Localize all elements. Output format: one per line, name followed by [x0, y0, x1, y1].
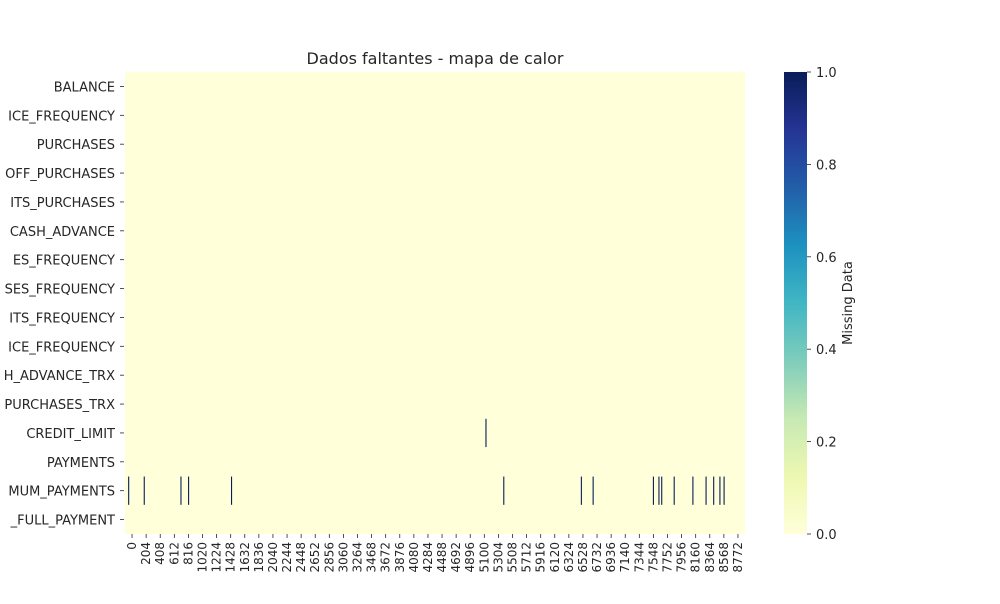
row-label: MUM_PAYMENTS [8, 485, 115, 500]
x-tick-label: 4080 [407, 542, 421, 573]
row-label: PURCHASES_TRX [4, 398, 115, 413]
row-label: H_ADVANCE_TRX [4, 369, 115, 384]
x-tick-label: 7344 [632, 542, 646, 573]
x-tick-label: 2652 [308, 542, 322, 573]
x-tick-label: 5508 [506, 542, 520, 573]
x-tick-label: 3060 [336, 542, 350, 573]
row-label: PURCHASES [37, 138, 115, 153]
missing-value-mark [705, 476, 707, 505]
x-tick-label: 1224 [210, 542, 224, 573]
colorbar-tick-label: 0.2 [816, 436, 837, 451]
missing-value-mark [658, 476, 660, 505]
x-tick-label: 2244 [280, 542, 294, 573]
x-tick-label: 3876 [393, 542, 407, 573]
row-label: ICE_FREQUENCY [8, 109, 115, 124]
missing-value-mark [485, 418, 487, 448]
x-tick-label: 3264 [351, 542, 365, 573]
x-tick-label: 5712 [520, 542, 534, 573]
x-ticks-layer: 0 204 408 612 816 1020 1224 1428 1632 1836 2040 224… [125, 534, 745, 573]
x-tick-label: 3468 [365, 542, 379, 573]
x-tick-label: 1428 [224, 542, 238, 573]
colorbar-tick-label: 0.6 [816, 251, 837, 266]
missing-value-mark [592, 476, 594, 505]
x-tick-label: 6528 [576, 542, 590, 573]
colorbar [784, 72, 807, 534]
colorbar-tick-label: 0.0 [816, 528, 837, 543]
x-tick-label: 5916 [534, 542, 548, 573]
x-tick-label: 2040 [266, 542, 280, 573]
x-tick-label: 7140 [618, 542, 632, 573]
row-label: ICE_FREQUENCY [8, 340, 115, 355]
row-label: CASH_ADVANCE [10, 225, 115, 240]
x-tick-label: 5100 [477, 542, 491, 573]
x-tick-label: 3672 [379, 542, 393, 573]
row-label: OFF_PURCHASES [5, 167, 115, 182]
row-label: ITS_PURCHASES [10, 196, 115, 211]
x-tick-label: 5304 [491, 542, 505, 573]
x-tick-label: 612 [167, 542, 181, 565]
x-tick-label: 408 [153, 542, 167, 565]
row-label: _FULL_PAYMENT [10, 514, 115, 529]
x-tick-label: 4896 [463, 542, 477, 573]
row-label: ITS_FREQUENCY [9, 311, 115, 326]
x-tick-label: 2856 [322, 542, 336, 573]
x-tick-label: 4284 [421, 542, 435, 573]
colorbar-tick-label: 0.8 [816, 158, 837, 173]
x-tick-label: 1020 [196, 542, 210, 573]
missing-value-mark [503, 476, 505, 505]
x-tick-label: 4692 [449, 542, 463, 573]
x-tick-label: 8160 [689, 542, 703, 573]
x-tick-label: 1632 [238, 542, 252, 573]
missing-value-mark [180, 476, 182, 505]
missing-value-mark [723, 476, 725, 505]
missing-value-mark [230, 476, 233, 505]
x-tick-label: 1836 [252, 542, 266, 573]
row-label: SES_FREQUENCY [5, 283, 115, 298]
colorbar-tick-label: 0.4 [816, 343, 837, 358]
x-tick-label: 8568 [717, 542, 731, 573]
x-tick-label: 6324 [562, 542, 576, 573]
missing-value-mark [188, 476, 190, 505]
row-label: CREDIT_LIMIT [26, 427, 115, 442]
row-label: ES_FREQUENCY [13, 254, 115, 269]
x-tick-label: 7548 [646, 542, 660, 573]
missing-value-mark [673, 476, 675, 505]
missing-value-mark [719, 476, 721, 505]
missing-value-mark [692, 476, 694, 505]
chart-title: Dados faltantes - mapa de calor [307, 49, 564, 68]
colorbar-label: Missing Data [841, 261, 856, 345]
row-label: PAYMENTS [47, 456, 115, 471]
x-tick-label: 8772 [731, 542, 745, 573]
missing-value-mark [143, 476, 145, 505]
missing-value-mark [128, 476, 130, 505]
row-label: BALANCE [54, 80, 115, 95]
heatmap-plot-area [125, 72, 745, 534]
missing-value-mark [661, 476, 663, 505]
missing-value-mark [713, 476, 715, 505]
missing-marks-layer [128, 418, 725, 505]
colorbar-tick-label: 1.0 [816, 66, 837, 81]
x-tick-label: 6732 [590, 542, 604, 573]
x-tick-label: 6936 [604, 542, 618, 573]
row-labels-layer: BALANCE ICE_FREQUENCY PURCHASES OFF_PURCHAS… [4, 80, 124, 529]
x-tick-label: 4488 [435, 542, 449, 573]
x-tick-label: 7956 [675, 542, 689, 573]
x-tick-label: 7752 [661, 542, 675, 573]
x-tick-label: 0 [125, 542, 139, 550]
x-tick-label: 6120 [548, 542, 562, 573]
x-tick-label: 816 [181, 542, 195, 565]
x-tick-label: 204 [139, 542, 153, 565]
x-tick-label: 2448 [294, 542, 308, 573]
colorbar-ticks-layer: 0.0 0.2 0.4 0.6 0.8 1.0 [807, 66, 837, 543]
missing-value-mark [652, 476, 654, 505]
x-tick-label: 8364 [703, 542, 717, 573]
missing-value-mark [580, 476, 582, 505]
